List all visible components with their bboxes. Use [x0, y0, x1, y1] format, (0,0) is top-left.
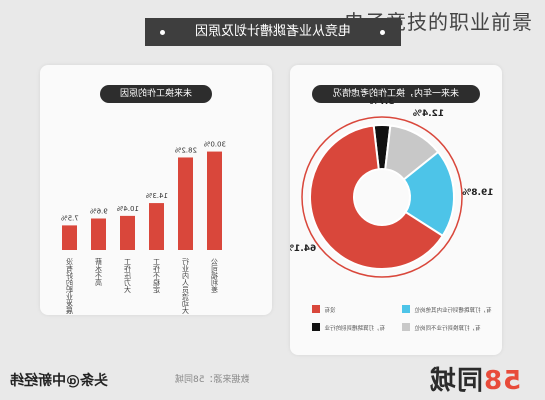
bar-category-label: 行业内人员流动大 — [182, 257, 190, 315]
bar-value-label: 9.6% — [90, 208, 108, 216]
legend-label: 有，打算跳槽到别的行业 — [324, 324, 385, 332]
legend-swatch — [312, 323, 320, 331]
bar-category-label: 公司福利差 — [211, 258, 219, 293]
banner-title: 电竞从业者跳槽计划及原因 — [145, 18, 401, 46]
bar-category-label: 工作压力大 — [124, 258, 132, 294]
slice-value-label: 19.8% — [462, 188, 493, 198]
bar — [149, 203, 164, 250]
bar — [62, 225, 77, 250]
bar-value-label: 10.4% — [116, 205, 139, 213]
slice-value-label: 64.1% — [290, 244, 316, 254]
bar-value-label: 30.0% — [203, 141, 226, 149]
bar-category-label: 薪水不高 — [95, 257, 103, 287]
footer: 头条@中新经纬 数据来源：58同城 58同城 — [0, 358, 545, 400]
bar — [120, 215, 135, 250]
legend-label: 没有 — [324, 306, 336, 314]
donut-chart: 3.7% 12.4% 19.8% 64.1% 没有 有，打算跳槽到行业内其他岗位有，打算跳… — [290, 97, 493, 332]
banner-dot-icon — [380, 30, 385, 35]
banner-dot-icon — [160, 30, 165, 35]
bar — [91, 218, 106, 250]
legend-swatch — [312, 305, 320, 313]
bar-category-label: 工作不稳定 — [153, 258, 161, 294]
bar-value-label: 14.3% — [145, 192, 168, 200]
brand-text: 同城 — [428, 366, 483, 396]
slice-value-label: 12.4% — [413, 109, 444, 119]
bar — [207, 151, 222, 250]
legend-swatch — [402, 323, 410, 331]
donut-outer-ring — [301, 116, 463, 278]
bar-chart-card: 未来换工作的原因 7.5% 没有好的职业发展 9.6% 薪水不高 10.4% 工作压力大 1… — [40, 65, 272, 315]
bar-category-label: 没有好的职业发展 — [66, 257, 74, 315]
legend-label: 有，打算跳槽到行业内其他岗位 — [414, 306, 492, 314]
donut-hole — [360, 175, 404, 219]
brand-number: 58 — [482, 366, 521, 396]
legend-swatch — [402, 305, 410, 313]
watermark: 头条@中新经纬 — [10, 373, 108, 389]
bar-value-label: 7.5% — [61, 214, 79, 222]
bar-chart: 7.5% 没有好的职业发展 9.6% 薪水不高 10.4% 工作压力大 14.3% 工作不稳定… — [61, 141, 226, 315]
brand-logo: 58同城 — [429, 360, 521, 397]
donut-chart-card: 未来一年内，换工作的考虑情况 3.7%12.4%19.8%64.1%没有有，打算… — [290, 65, 502, 355]
donut-slice — [402, 150, 455, 238]
slice-value-label: 3.7% — [370, 97, 395, 107]
bar — [178, 157, 193, 250]
legend-label: 有，打算换到行业不同岗位 — [414, 324, 481, 332]
bar-value-label: 28.2% — [174, 146, 197, 154]
donut-slice — [309, 124, 445, 270]
data-source: 数据来源：58同城 — [175, 375, 250, 385]
